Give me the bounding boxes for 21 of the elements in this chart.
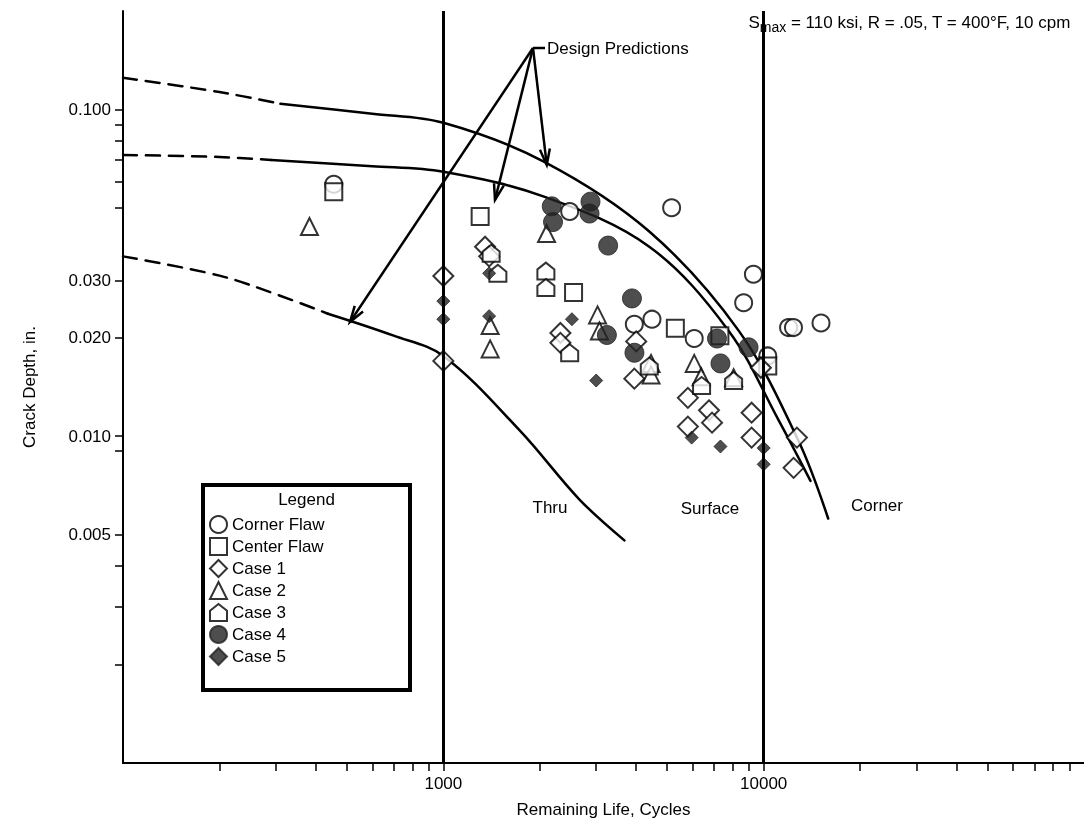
- x-tick-label: 10000: [740, 774, 788, 793]
- annotation: Corner: [851, 495, 904, 515]
- y-tick-label: 0.030: [68, 270, 111, 290]
- x-axis-title: Remaining Life, Cycles: [516, 800, 691, 819]
- legend-label: Center Flaw: [232, 537, 325, 556]
- annotation: Design Predictions: [547, 38, 689, 58]
- y-tick-label: 0.020: [68, 328, 111, 348]
- y-tick-label: 0.100: [68, 99, 111, 119]
- legend-label: Corner Flaw: [232, 515, 326, 534]
- y-axis-title: Crack Depth, in.: [20, 326, 39, 448]
- legend-label: Case 3: [232, 603, 286, 622]
- legend-label: Case 4: [232, 625, 286, 644]
- legend-title: Legend: [278, 490, 335, 509]
- x-tick-label: 1000: [424, 774, 463, 793]
- annotation: Surface: [680, 498, 740, 518]
- legend-label: Case 1: [232, 559, 286, 578]
- annotation: Thru: [532, 497, 568, 517]
- y-tick-label: 0.005: [68, 525, 111, 545]
- legend-label: Case 5: [232, 647, 286, 666]
- legend-label: Case 2: [232, 581, 286, 600]
- y-tick-label: 0.010: [68, 426, 111, 446]
